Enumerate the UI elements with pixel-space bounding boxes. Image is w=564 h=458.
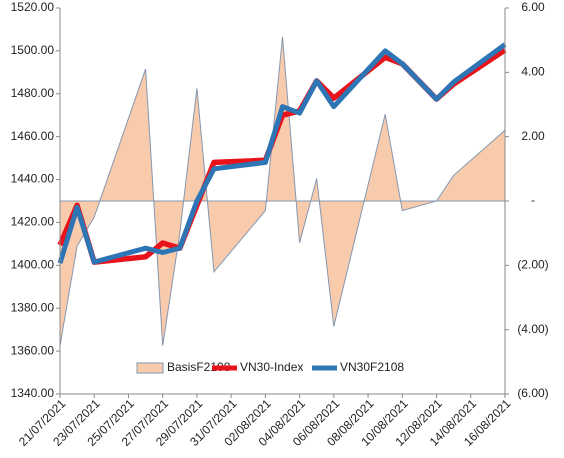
legend-label: BasisF2108 <box>167 360 231 374</box>
y-tick-label: 1340.00 <box>11 386 55 400</box>
legend-label: VN30-Index <box>240 360 303 374</box>
legend-label: VN30F2108 <box>340 360 404 374</box>
y-tick-label: 1500.00 <box>11 43 55 57</box>
legend-swatch <box>136 362 164 374</box>
area-fill <box>60 37 505 346</box>
y-tick-label: 1460.00 <box>11 129 55 143</box>
area-outline <box>59 36 506 346</box>
y-tick-label: 1420.00 <box>11 215 55 229</box>
y-tick-label: 1440.00 <box>11 172 55 186</box>
y2-tick-label: - <box>531 193 535 207</box>
y-tick-label: 1400.00 <box>11 258 55 272</box>
y2-tick-label: (6.00) <box>517 386 548 400</box>
y2-tick-label: (2.00) <box>517 258 548 272</box>
y2-tick-label: (4.00) <box>517 322 548 336</box>
y-tick-label: 1380.00 <box>11 300 55 314</box>
line <box>57 42 507 265</box>
y-tick-label: 1360.00 <box>11 343 55 357</box>
y2-tick-label: 2.00 <box>521 129 545 143</box>
y2-tick-label: 4.00 <box>521 65 545 79</box>
y-tick-label: 1520.00 <box>11 0 55 14</box>
y2-tick-label: 6.00 <box>521 0 545 14</box>
y-tick-label: 1480.00 <box>11 86 55 100</box>
